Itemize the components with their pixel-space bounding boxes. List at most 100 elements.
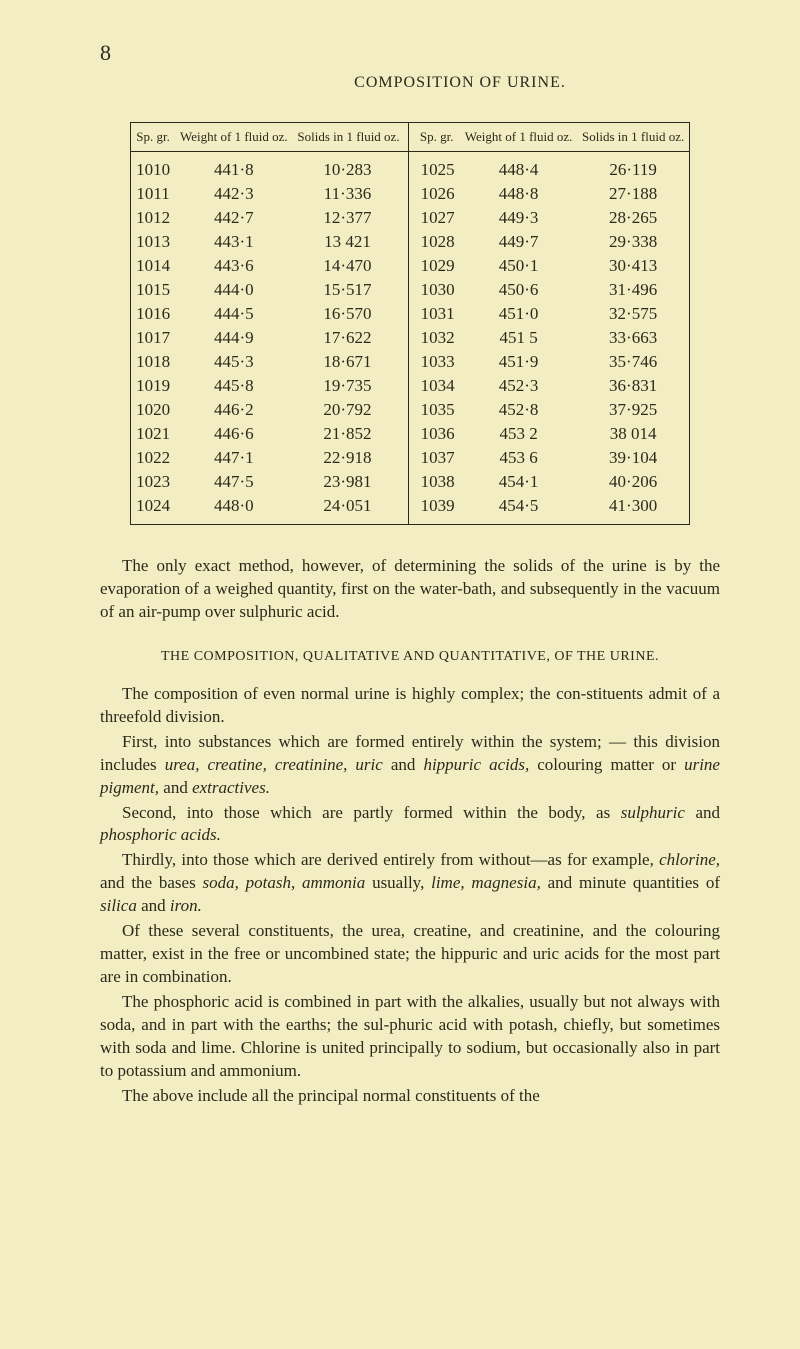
table-cell: 15·517 <box>293 278 409 302</box>
table-cell: 450·6 <box>460 278 577 302</box>
table-row: 1023447·523·9811038454·140·206 <box>131 470 690 494</box>
table-cell: 449·7 <box>460 230 577 254</box>
table-cell: 441·8 <box>175 152 292 183</box>
table-cell: 28·265 <box>577 206 689 230</box>
italic-text: iron. <box>170 896 202 915</box>
text: and the bases <box>100 873 202 892</box>
table-cell: 1021 <box>131 422 176 446</box>
table-row: 1013443·113 4211028449·729·338 <box>131 230 690 254</box>
table-cell: 443·6 <box>175 254 292 278</box>
table-cell: 1033 <box>409 350 460 374</box>
table-cell: 1017 <box>131 326 176 350</box>
table-cell: 18·671 <box>293 350 409 374</box>
paragraph: The above include all the principal norm… <box>100 1085 720 1108</box>
text: and <box>137 896 170 915</box>
text: and <box>159 778 192 797</box>
table-cell: 33·663 <box>577 326 689 350</box>
table-cell: 444·5 <box>175 302 292 326</box>
section-heading: THE COMPOSITION, QUALITATIVE AND QUANTIT… <box>100 646 720 667</box>
text: colouring matter or <box>529 755 684 774</box>
table-row: 1024448·024·0511039454·541·300 <box>131 494 690 525</box>
table-cell: 443·1 <box>175 230 292 254</box>
italic-text: lime, magnesia, <box>431 873 541 892</box>
table-row: 1010441·810·2831025448·426·119 <box>131 152 690 183</box>
table-row: 1022447·122·9181037453 639·104 <box>131 446 690 470</box>
table-cell: 448·8 <box>460 182 577 206</box>
paragraph: The phosphoric acid is combined in part … <box>100 991 720 1083</box>
italic-text: urea, creatine, creatinine, uric <box>165 755 383 774</box>
table-cell: 450·1 <box>460 254 577 278</box>
paragraph: Second, into those which are partly form… <box>100 802 720 848</box>
table-cell: 36·831 <box>577 374 689 398</box>
table-cell: 11·336 <box>293 182 409 206</box>
text: and minute quantities of <box>541 873 720 892</box>
table-cell: 1020 <box>131 398 176 422</box>
table-cell: 449·3 <box>460 206 577 230</box>
table-cell: 1010 <box>131 152 176 183</box>
table-cell: 1015 <box>131 278 176 302</box>
table-cell: 451 5 <box>460 326 577 350</box>
table-header-row: Sp. gr. Weight of 1 fluid oz. Solids in … <box>131 123 690 152</box>
table-cell: 1013 <box>131 230 176 254</box>
table-cell: 442·7 <box>175 206 292 230</box>
table-cell: 1016 <box>131 302 176 326</box>
table-cell: 16·570 <box>293 302 409 326</box>
table-cell: 1014 <box>131 254 176 278</box>
italic-text: silica <box>100 896 137 915</box>
paragraph: Thirdly, into those which are derived en… <box>100 849 720 918</box>
table-cell: 1037 <box>409 446 460 470</box>
table-cell: 447·1 <box>175 446 292 470</box>
table-cell: 446·2 <box>175 398 292 422</box>
table-cell: 31·496 <box>577 278 689 302</box>
page-number: 8 <box>100 40 720 66</box>
table-cell: 13 421 <box>293 230 409 254</box>
table-cell: 1022 <box>131 446 176 470</box>
table-cell: 447·5 <box>175 470 292 494</box>
table-cell: 38 014 <box>577 422 689 446</box>
text: Thirdly, into those which are derived en… <box>122 850 659 869</box>
italic-text: soda, potash, ammonia <box>202 873 365 892</box>
text: and <box>685 803 720 822</box>
italic-text: phosphoric acids. <box>100 825 221 844</box>
text: usually, <box>365 873 431 892</box>
table-cell: 442·3 <box>175 182 292 206</box>
italic-text: chlorine, <box>659 850 720 869</box>
table-cell: 1036 <box>409 422 460 446</box>
table-cell: 451·0 <box>460 302 577 326</box>
table-cell: 451·9 <box>460 350 577 374</box>
table-row: 1020446·220·7921035452·837·925 <box>131 398 690 422</box>
table-row: 1017444·917·6221032451 533·663 <box>131 326 690 350</box>
table-cell: 1039 <box>409 494 460 525</box>
composition-table: Sp. gr. Weight of 1 fluid oz. Solids in … <box>130 122 690 525</box>
table-cell: 1031 <box>409 302 460 326</box>
table-cell: 1018 <box>131 350 176 374</box>
table-cell: 1024 <box>131 494 176 525</box>
table-cell: 446·6 <box>175 422 292 446</box>
table-cell: 10·283 <box>293 152 409 183</box>
table-cell: 1029 <box>409 254 460 278</box>
table-cell: 14·470 <box>293 254 409 278</box>
table-cell: 445·3 <box>175 350 292 374</box>
table-row: 1018445·318·6711033451·935·746 <box>131 350 690 374</box>
text: Second, into those which are partly form… <box>122 803 621 822</box>
table-cell: 453 6 <box>460 446 577 470</box>
table-cell: 41·300 <box>577 494 689 525</box>
table-cell: 454·1 <box>460 470 577 494</box>
table-cell: 448·0 <box>175 494 292 525</box>
col-header: Sp. gr. <box>131 123 176 152</box>
paragraph: Of these several constituents, the urea,… <box>100 920 720 989</box>
table-cell: 1012 <box>131 206 176 230</box>
italic-text: hippuric acids, <box>423 755 529 774</box>
table-row: 1019445·819·7351034452·336·831 <box>131 374 690 398</box>
paragraph: The only exact method, however, of deter… <box>100 555 720 624</box>
table-cell: 1030 <box>409 278 460 302</box>
table-cell: 452·3 <box>460 374 577 398</box>
table-cell: 21·852 <box>293 422 409 446</box>
table-cell: 445·8 <box>175 374 292 398</box>
table-cell: 32·575 <box>577 302 689 326</box>
table-cell: 1027 <box>409 206 460 230</box>
paragraph: First, into substances which are formed … <box>100 731 720 800</box>
table-cell: 454·5 <box>460 494 577 525</box>
table-cell: 29·338 <box>577 230 689 254</box>
data-table-container: Sp. gr. Weight of 1 fluid oz. Solids in … <box>130 122 690 525</box>
